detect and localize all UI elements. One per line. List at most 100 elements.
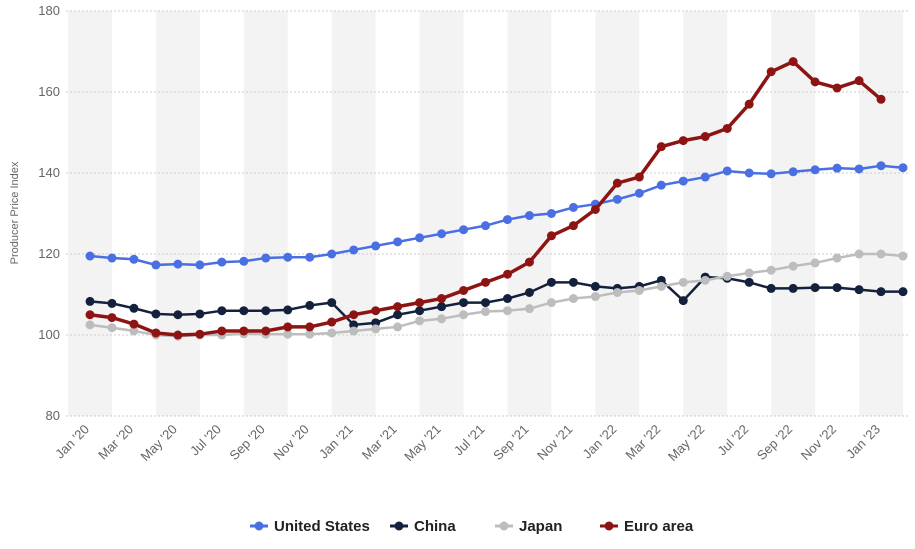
x-tick-label: Sep '20: [226, 422, 267, 463]
data-point: [766, 283, 776, 293]
data-point: [678, 176, 688, 186]
data-point: [898, 251, 908, 261]
background-band: [683, 11, 728, 416]
background-band: [859, 11, 903, 416]
x-tick-label: Nov '21: [534, 422, 575, 463]
data-point: [678, 136, 688, 146]
background-band: [155, 11, 200, 416]
data-point: [832, 83, 842, 93]
legend-marker: [499, 521, 509, 531]
data-point: [524, 211, 534, 221]
data-point: [437, 302, 447, 312]
data-point: [766, 265, 776, 275]
data-point: [546, 231, 556, 241]
background-band: [68, 11, 112, 416]
data-point: [173, 310, 183, 320]
background-band: [771, 11, 816, 416]
data-point: [810, 77, 820, 87]
data-point: [612, 194, 622, 204]
x-tick-label: Jan '20: [52, 422, 92, 462]
data-point: [700, 172, 710, 182]
data-point: [107, 253, 117, 263]
data-point: [217, 257, 227, 267]
data-point: [85, 320, 95, 330]
data-point: [217, 326, 227, 336]
data-point: [502, 215, 512, 225]
data-point: [195, 309, 205, 319]
x-tick-label: May '20: [137, 422, 180, 465]
data-point: [349, 310, 359, 320]
data-point: [722, 271, 732, 281]
data-point: [546, 209, 556, 218]
data-point: [393, 322, 403, 332]
series-line: [89, 59, 883, 337]
data-point: [129, 303, 139, 313]
data-point: [788, 261, 798, 271]
data-point: [393, 237, 403, 247]
data-point: [898, 163, 908, 173]
legend-label: China: [414, 518, 456, 535]
data-point: [590, 204, 600, 214]
data-point: [832, 253, 842, 263]
data-point: [722, 166, 732, 176]
data-point: [393, 302, 403, 312]
data-point: [305, 322, 315, 332]
data-point: [524, 287, 534, 297]
data-point: [327, 298, 337, 308]
data-point: [437, 229, 447, 239]
data-point: [415, 233, 425, 243]
data-point: [107, 298, 117, 308]
x-tick-label: Jan '21: [316, 422, 356, 462]
data-point: [502, 269, 512, 279]
background-band: [243, 11, 288, 416]
legend-marker: [254, 521, 264, 531]
data-point: [568, 294, 578, 304]
data-point: [590, 281, 600, 291]
data-point: [349, 245, 359, 255]
data-point: [327, 317, 337, 327]
x-tick-label: Sep '22: [754, 422, 795, 463]
x-tick-label: Jan '22: [580, 422, 620, 462]
background-band: [331, 11, 376, 416]
data-point: [612, 178, 622, 188]
data-point: [481, 277, 491, 287]
data-point: [832, 283, 842, 293]
x-tick-label: Nov '20: [270, 422, 311, 463]
data-point: [459, 310, 469, 320]
data-point: [283, 322, 293, 332]
data-point: [722, 123, 732, 133]
x-tick-label: Jul '22: [714, 422, 751, 459]
data-point: [876, 287, 886, 297]
data-point: [854, 164, 864, 174]
data-point: [151, 328, 161, 338]
data-point: [261, 326, 271, 336]
data-point: [700, 275, 710, 285]
y-tick-label: 160: [38, 84, 60, 99]
data-point: [481, 221, 491, 231]
data-point: [568, 221, 578, 231]
data-point: [239, 306, 249, 316]
data-point: [173, 330, 183, 340]
data-point: [371, 306, 381, 316]
data-point: [129, 326, 139, 336]
data-point: [239, 326, 249, 336]
y-axis-title: Producer Price Index: [9, 161, 21, 264]
data-point: [788, 57, 798, 67]
y-tick-label: 120: [38, 246, 60, 261]
data-point: [239, 256, 249, 266]
data-point: [437, 314, 447, 324]
data-point: [195, 329, 205, 339]
background-band: [595, 11, 640, 416]
data-point: [810, 283, 820, 293]
data-point: [283, 305, 293, 315]
data-point: [151, 260, 161, 270]
data-point: [129, 254, 139, 264]
data-point: [568, 277, 578, 287]
data-point: [524, 304, 534, 314]
y-tick-label: 140: [38, 165, 60, 180]
data-point: [459, 225, 469, 235]
data-point: [261, 253, 271, 263]
data-point: [502, 306, 512, 316]
data-point: [546, 277, 556, 287]
